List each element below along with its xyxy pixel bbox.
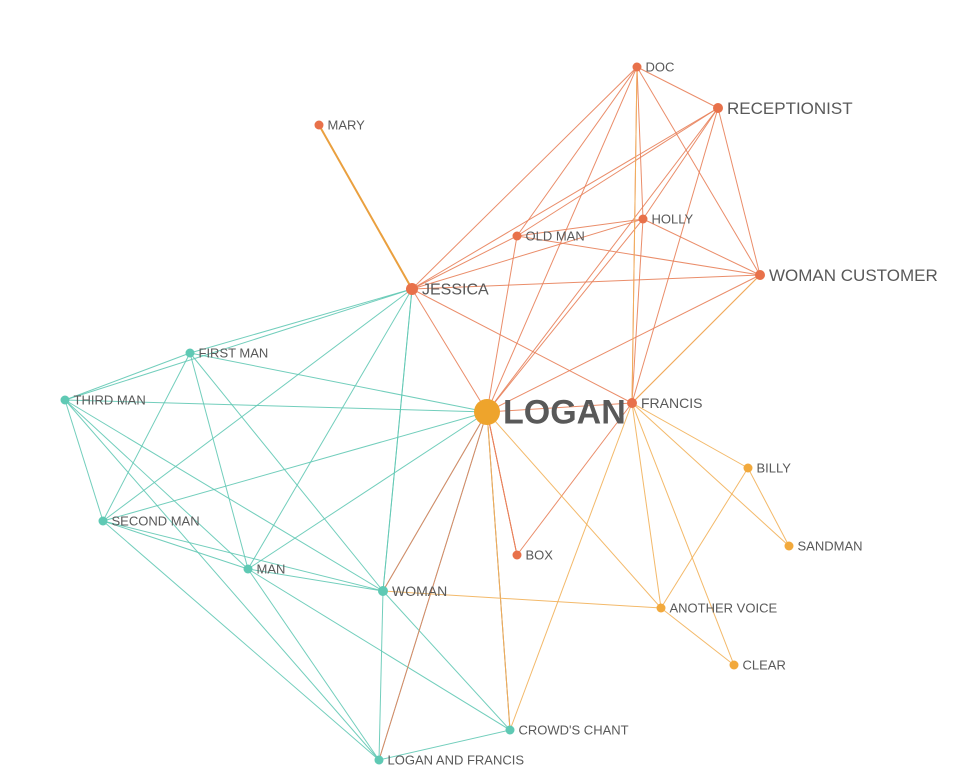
svg-text:DOC: DOC	[646, 59, 675, 74]
svg-text:OLD MAN: OLD MAN	[526, 228, 585, 243]
svg-text:CROWD'S CHANT: CROWD'S CHANT	[519, 722, 629, 737]
svg-text:SANDMAN: SANDMAN	[798, 538, 863, 553]
svg-text:HOLLY: HOLLY	[652, 211, 694, 226]
svg-text:MARY: MARY	[328, 117, 366, 132]
svg-text:JESSICA: JESSICA	[422, 281, 489, 298]
svg-text:LOGAN: LOGAN	[503, 394, 626, 432]
svg-text:THIRD MAN: THIRD MAN	[74, 392, 146, 407]
svg-text:RECEPTIONIST: RECEPTIONIST	[727, 99, 853, 118]
svg-text:SECOND MAN: SECOND MAN	[112, 513, 200, 528]
svg-text:BILLY: BILLY	[757, 460, 792, 475]
svg-text:LOGAN AND FRANCIS: LOGAN AND FRANCIS	[388, 752, 525, 767]
svg-text:ANOTHER VOICE: ANOTHER VOICE	[670, 600, 778, 615]
svg-text:WOMAN CUSTOMER: WOMAN CUSTOMER	[769, 266, 938, 285]
svg-text:WOMAN: WOMAN	[392, 583, 447, 599]
svg-text:FRANCIS: FRANCIS	[641, 395, 702, 411]
svg-text:CLEAR: CLEAR	[743, 657, 786, 672]
svg-text:FIRST MAN: FIRST MAN	[199, 345, 269, 360]
svg-text:BOX: BOX	[526, 547, 554, 562]
svg-text:MAN: MAN	[257, 561, 286, 576]
